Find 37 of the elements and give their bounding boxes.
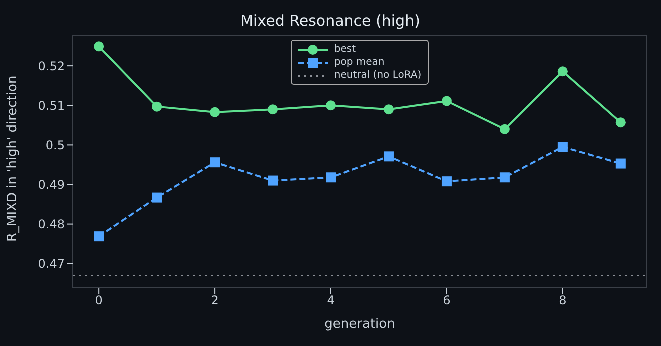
point: [210, 107, 220, 118]
y-tick-label: 0.52: [38, 59, 65, 74]
point: [384, 104, 394, 115]
y-tick-label: 0.48: [38, 218, 65, 232]
point: [558, 66, 568, 77]
point: [152, 192, 162, 203]
y-axis-title: R_MIXD in 'high' direction: [6, 76, 21, 242]
x-tick-label: 8: [559, 294, 567, 308]
point: [384, 152, 394, 162]
legend-label: pop mean: [334, 56, 385, 69]
point: [326, 172, 336, 183]
y-tick-label: 0.49: [38, 178, 65, 192]
point: [326, 100, 336, 111]
legend-label: neutral (no LoRA): [334, 69, 422, 82]
point: [94, 42, 104, 52]
x-axis-title: generation: [324, 317, 396, 332]
x-tick-label: 4: [327, 294, 335, 308]
point: [442, 176, 452, 187]
point: [442, 96, 452, 106]
point: [500, 124, 510, 134]
y-tick-label: 0.47: [38, 257, 65, 272]
y-tick-label: 0.51: [38, 98, 65, 113]
point: [268, 176, 278, 186]
point: [616, 118, 626, 128]
x-tick-label: 6: [443, 294, 451, 308]
x-tick-label: 0: [95, 294, 103, 308]
point: [268, 104, 278, 115]
x-tick-label: 2: [211, 294, 219, 308]
point: [210, 158, 220, 168]
point: [500, 172, 510, 183]
legend-label: best: [334, 43, 356, 56]
y-tick-label: 0.5: [46, 138, 65, 152]
point: [94, 232, 104, 242]
point: [558, 142, 568, 152]
point: [616, 158, 626, 169]
chart-title: Mixed Resonance (high): [240, 12, 422, 30]
point: [152, 102, 162, 112]
